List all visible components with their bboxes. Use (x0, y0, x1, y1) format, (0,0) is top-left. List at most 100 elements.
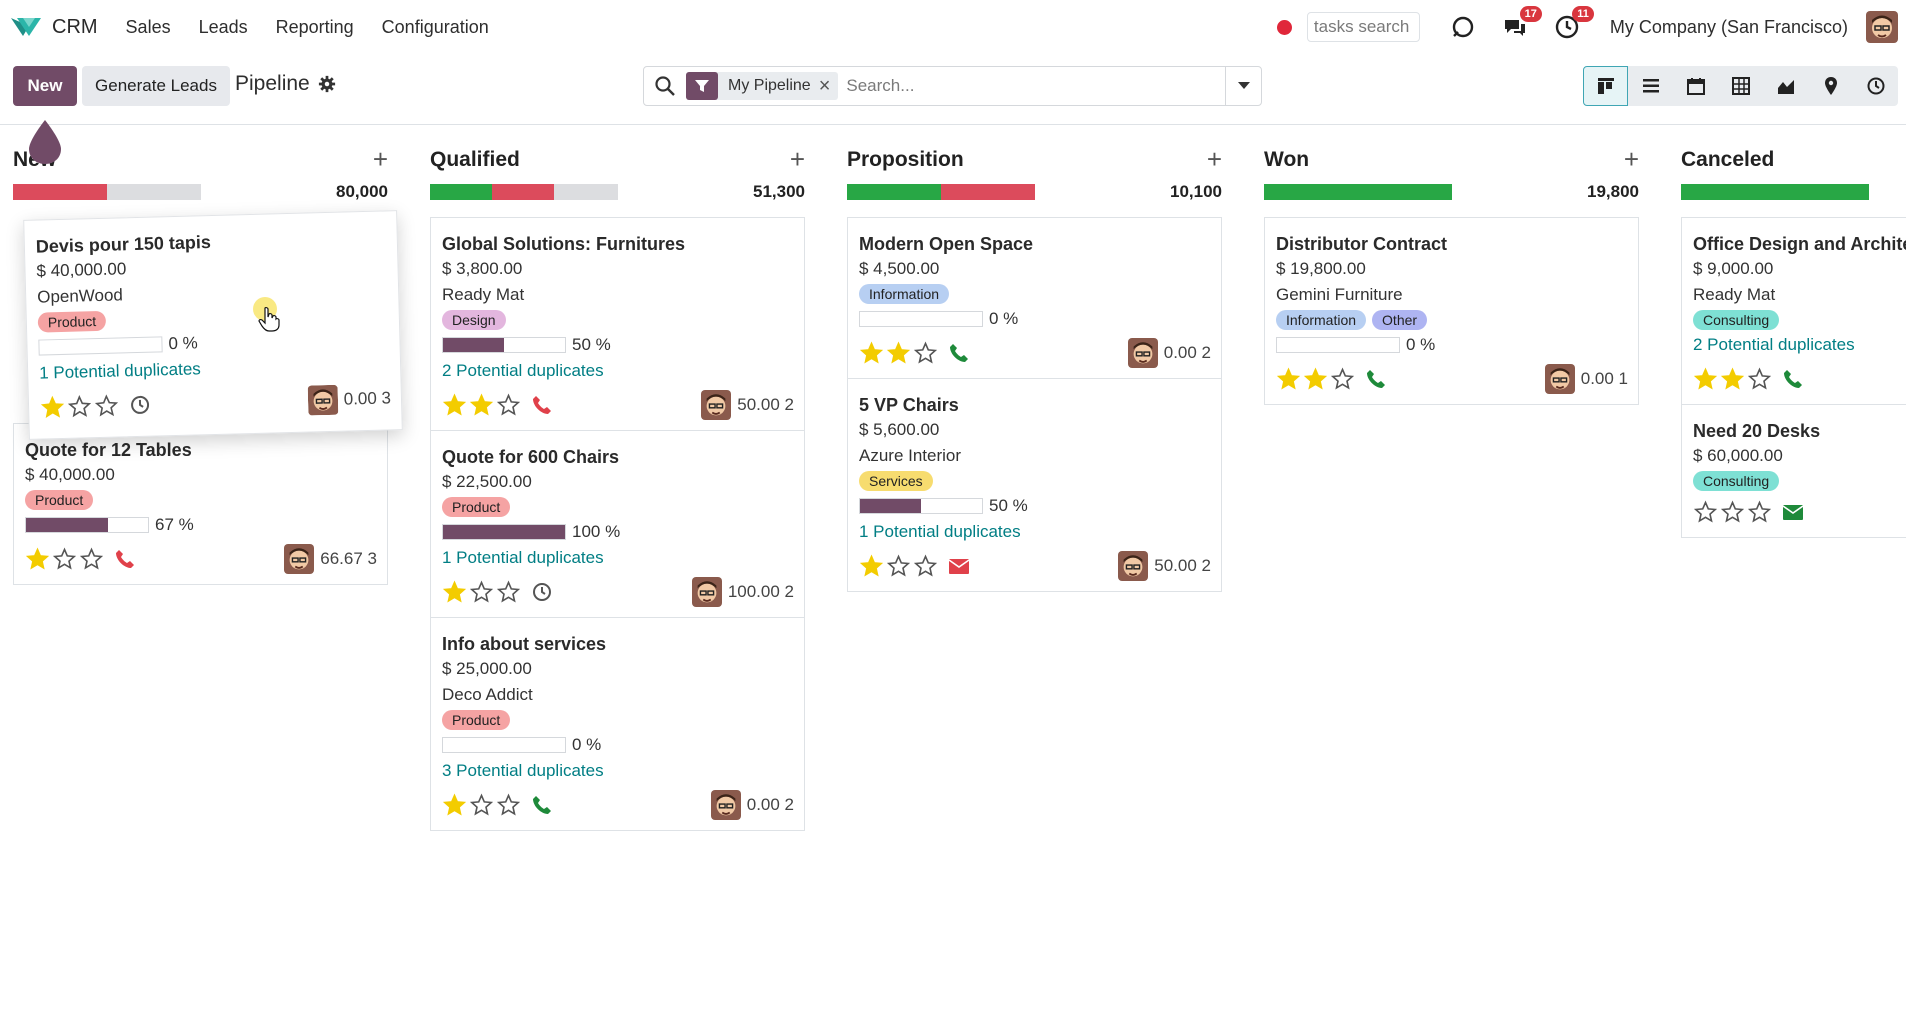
phone-icon[interactable] (531, 394, 553, 416)
column-progress-bar[interactable] (1264, 184, 1452, 200)
star-empty-icon[interactable] (1330, 367, 1355, 391)
star-empty-icon[interactable] (469, 793, 494, 817)
potential-duplicates-link[interactable]: 2 Potential duplicates (1693, 335, 1855, 354)
star-filled-icon[interactable] (40, 395, 66, 420)
quick-create-button[interactable]: + (1623, 144, 1639, 174)
star-filled-icon[interactable] (25, 547, 50, 571)
column-progress-bar[interactable] (13, 184, 201, 200)
star-filled-icon[interactable] (859, 554, 884, 578)
star-filled-icon[interactable] (859, 341, 884, 365)
lead-card[interactable]: 5 VP Chairs $ 5,600.00 Azure Interior Servi… (848, 379, 1221, 591)
star-empty-icon[interactable] (1747, 367, 1772, 391)
tag-badge: Information (1276, 310, 1367, 330)
star-empty-icon[interactable] (886, 554, 911, 578)
calendar-view-button[interactable] (1673, 66, 1718, 106)
salesperson-avatar[interactable] (284, 544, 315, 574)
messages-button[interactable]: 17 (1500, 6, 1542, 42)
star-filled-icon[interactable] (1276, 367, 1301, 391)
star-filled-icon[interactable] (1720, 367, 1745, 391)
lead-card[interactable]: Modern Open Space $ 4,500.00 Information 0 … (848, 218, 1221, 379)
salesperson-avatar[interactable] (1127, 338, 1158, 368)
potential-duplicates-link[interactable]: 1 Potential duplicates (442, 548, 604, 567)
star-empty-icon[interactable] (52, 547, 77, 571)
remove-filter-icon[interactable]: × (818, 75, 831, 97)
search-options-toggle[interactable] (1225, 67, 1261, 105)
lead-card[interactable]: Distributor Contract $ 19,800.00 Gemini Fu… (1265, 218, 1638, 404)
star-filled-icon[interactable] (442, 580, 467, 604)
recording-indicator[interactable] (1276, 19, 1292, 35)
column-progress-bar[interactable] (430, 184, 618, 200)
list-view-button[interactable] (1628, 66, 1673, 106)
potential-duplicates-link[interactable]: 1 Potential duplicates (859, 522, 1021, 541)
salesperson-avatar[interactable] (701, 390, 732, 420)
company-switcher[interactable]: My Company (San Francisco) (1609, 16, 1848, 37)
star-filled-icon[interactable] (1303, 367, 1328, 391)
salesperson-avatar[interactable] (691, 577, 722, 607)
phone-icon[interactable] (531, 794, 553, 816)
lead-card[interactable]: Global Solutions: Furnitures $ 3,800.00 Re… (431, 218, 804, 431)
star-filled-icon[interactable] (1693, 367, 1718, 391)
kanban-view-button[interactable] (1583, 66, 1628, 106)
menu-item-configuration[interactable]: Configuration (381, 16, 489, 37)
dragged-card[interactable]: Devis pour 150 tapis $ 40,000.00 OpenWood P… (23, 210, 403, 440)
lead-card[interactable]: Info about services $ 25,000.00 Deco Addic… (431, 618, 804, 830)
score-value: 100.00 2 (727, 582, 794, 601)
quick-create-button[interactable]: + (789, 144, 805, 174)
clock-icon[interactable] (129, 394, 152, 417)
phone-icon[interactable] (114, 548, 136, 570)
discuss-button[interactable] (1448, 12, 1478, 42)
app-brand[interactable]: CRM (9, 14, 98, 40)
activities-button[interactable]: 11 (1552, 6, 1594, 42)
star-empty-icon[interactable] (67, 394, 93, 419)
star-empty-icon[interactable] (469, 580, 494, 604)
star-empty-icon[interactable] (94, 393, 120, 418)
star-empty-icon[interactable] (913, 341, 938, 365)
lead-card[interactable]: Quote for 600 Chairs $ 22,500.00 Product 10… (431, 431, 804, 618)
lead-card[interactable]: Need 20 Desks $ 60,000.00 Consulting (1682, 405, 1906, 537)
menu-item-reporting[interactable]: Reporting (275, 16, 354, 37)
star-empty-icon[interactable] (496, 393, 521, 417)
search-icon[interactable] (654, 75, 676, 97)
menu-item-sales[interactable]: Sales (125, 16, 171, 37)
clock-icon[interactable] (531, 581, 553, 603)
pivot-view-button[interactable] (1718, 66, 1763, 106)
lead-card[interactable]: Quote for 12 Tables $ 40,000.00 Product 67 … (14, 424, 387, 584)
star-empty-icon[interactable] (79, 547, 104, 571)
menu-item-leads[interactable]: Leads (198, 16, 248, 37)
star-filled-icon[interactable] (886, 341, 911, 365)
user-avatar[interactable] (1866, 11, 1898, 43)
phone-icon[interactable] (1782, 368, 1804, 390)
tasks-search-input[interactable] (1306, 12, 1420, 42)
generate-leads-button[interactable]: Generate Leads (82, 66, 230, 106)
lead-card[interactable]: Office Design and Archite $ 9,000.00 Ready… (1682, 218, 1906, 405)
envelope-icon[interactable] (1782, 501, 1804, 523)
graph-view-button[interactable] (1763, 66, 1808, 106)
potential-duplicates-link[interactable]: 3 Potential duplicates (442, 761, 604, 780)
gear-icon[interactable] (318, 75, 336, 93)
salesperson-avatar[interactable] (1118, 551, 1149, 581)
star-empty-icon[interactable] (1720, 500, 1745, 524)
salesperson-avatar[interactable] (307, 384, 339, 416)
envelope-icon[interactable] (948, 555, 970, 577)
phone-icon[interactable] (948, 342, 970, 364)
star-empty-icon[interactable] (913, 554, 938, 578)
star-filled-icon[interactable] (469, 393, 494, 417)
activity-view-button[interactable] (1853, 66, 1898, 106)
star-empty-icon[interactable] (496, 580, 521, 604)
salesperson-avatar[interactable] (1544, 364, 1575, 394)
star-filled-icon[interactable] (442, 793, 467, 817)
star-empty-icon[interactable] (1747, 500, 1772, 524)
column-progress-bar[interactable] (1681, 184, 1869, 200)
phone-icon[interactable] (1365, 368, 1387, 390)
star-filled-icon[interactable] (442, 393, 467, 417)
new-button[interactable]: New (13, 66, 77, 106)
star-empty-icon[interactable] (1693, 500, 1718, 524)
quick-create-button[interactable]: + (372, 144, 388, 174)
column-progress-bar[interactable] (847, 184, 1035, 200)
star-empty-icon[interactable] (496, 793, 521, 817)
quick-create-button[interactable]: + (1206, 144, 1222, 174)
salesperson-avatar[interactable] (710, 790, 741, 820)
search-input[interactable] (846, 76, 1207, 96)
map-view-button[interactable] (1808, 66, 1853, 106)
potential-duplicates-link[interactable]: 2 Potential duplicates (442, 361, 604, 380)
